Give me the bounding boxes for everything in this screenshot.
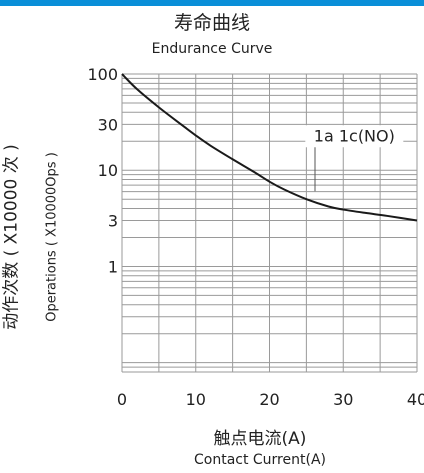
chart-subtitle: Endurance Curve: [151, 41, 273, 57]
x-tick-label: 10: [186, 390, 206, 409]
x-axis-label-en: Contact Current(A): [193, 452, 326, 468]
y-tick-label: 1: [108, 257, 118, 276]
y-tick-label: 10: [98, 161, 118, 180]
x-tick-label: 20: [259, 390, 279, 409]
series-line: [121, 73, 418, 222]
x-tick-label: 40: [407, 390, 424, 409]
y-tick-label: 3: [108, 212, 118, 231]
x-tick-label: 30: [333, 390, 353, 409]
y-tick-label: 100: [87, 65, 118, 84]
annotation-background: [305, 125, 404, 148]
y-tick-label: 30: [98, 115, 118, 134]
x-axis-label-cn: 触点电流(A): [213, 429, 307, 449]
x-tick-label: 0: [117, 390, 127, 409]
chart-title: 寿命曲线: [173, 12, 250, 34]
top-accent-stripe: [0, 0, 424, 6]
annotation-label: 1a 1c(NO): [314, 126, 395, 145]
